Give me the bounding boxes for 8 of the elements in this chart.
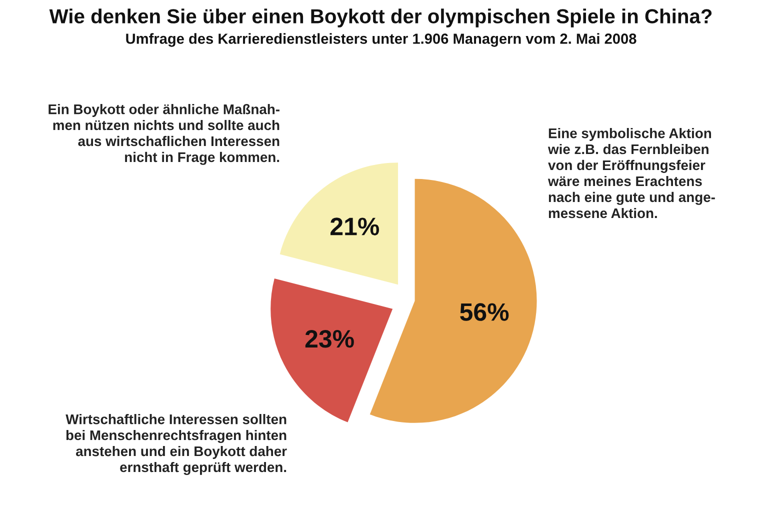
data-label: 56% — [460, 303, 509, 321]
data-label: 23% — [305, 330, 354, 348]
chart-title: Wie denken Sie über einen Boykott der olympischen Spiele in China? — [49, 8, 712, 28]
chart-subtitle: Umfrage des Karrieredienstleisters unter 1.906 Managern vom 2. Mai 2008 — [126, 33, 636, 47]
slice-label: Ein Boykott oder ähnliche Maßnah- men nützen nichts und sollte auch aus wirtschaflichen Interessen nicht in Frage kommen. — [48, 104, 280, 165]
slice-label: Eine symbolische Aktion wie z.B. das Fernbleiben von der Eröffnungsfeier wäre meines Erachtens nach eine gute und ange- messene Aktion. — [548, 128, 715, 218]
data-label: 21% — [330, 218, 380, 236]
slice-label: Wirtschaftliche Interessen sollten bei Menschenrechtsfragen hinten anstehen und ein Boykott daher ernsthaft geprüft werden. — [66, 414, 287, 475]
